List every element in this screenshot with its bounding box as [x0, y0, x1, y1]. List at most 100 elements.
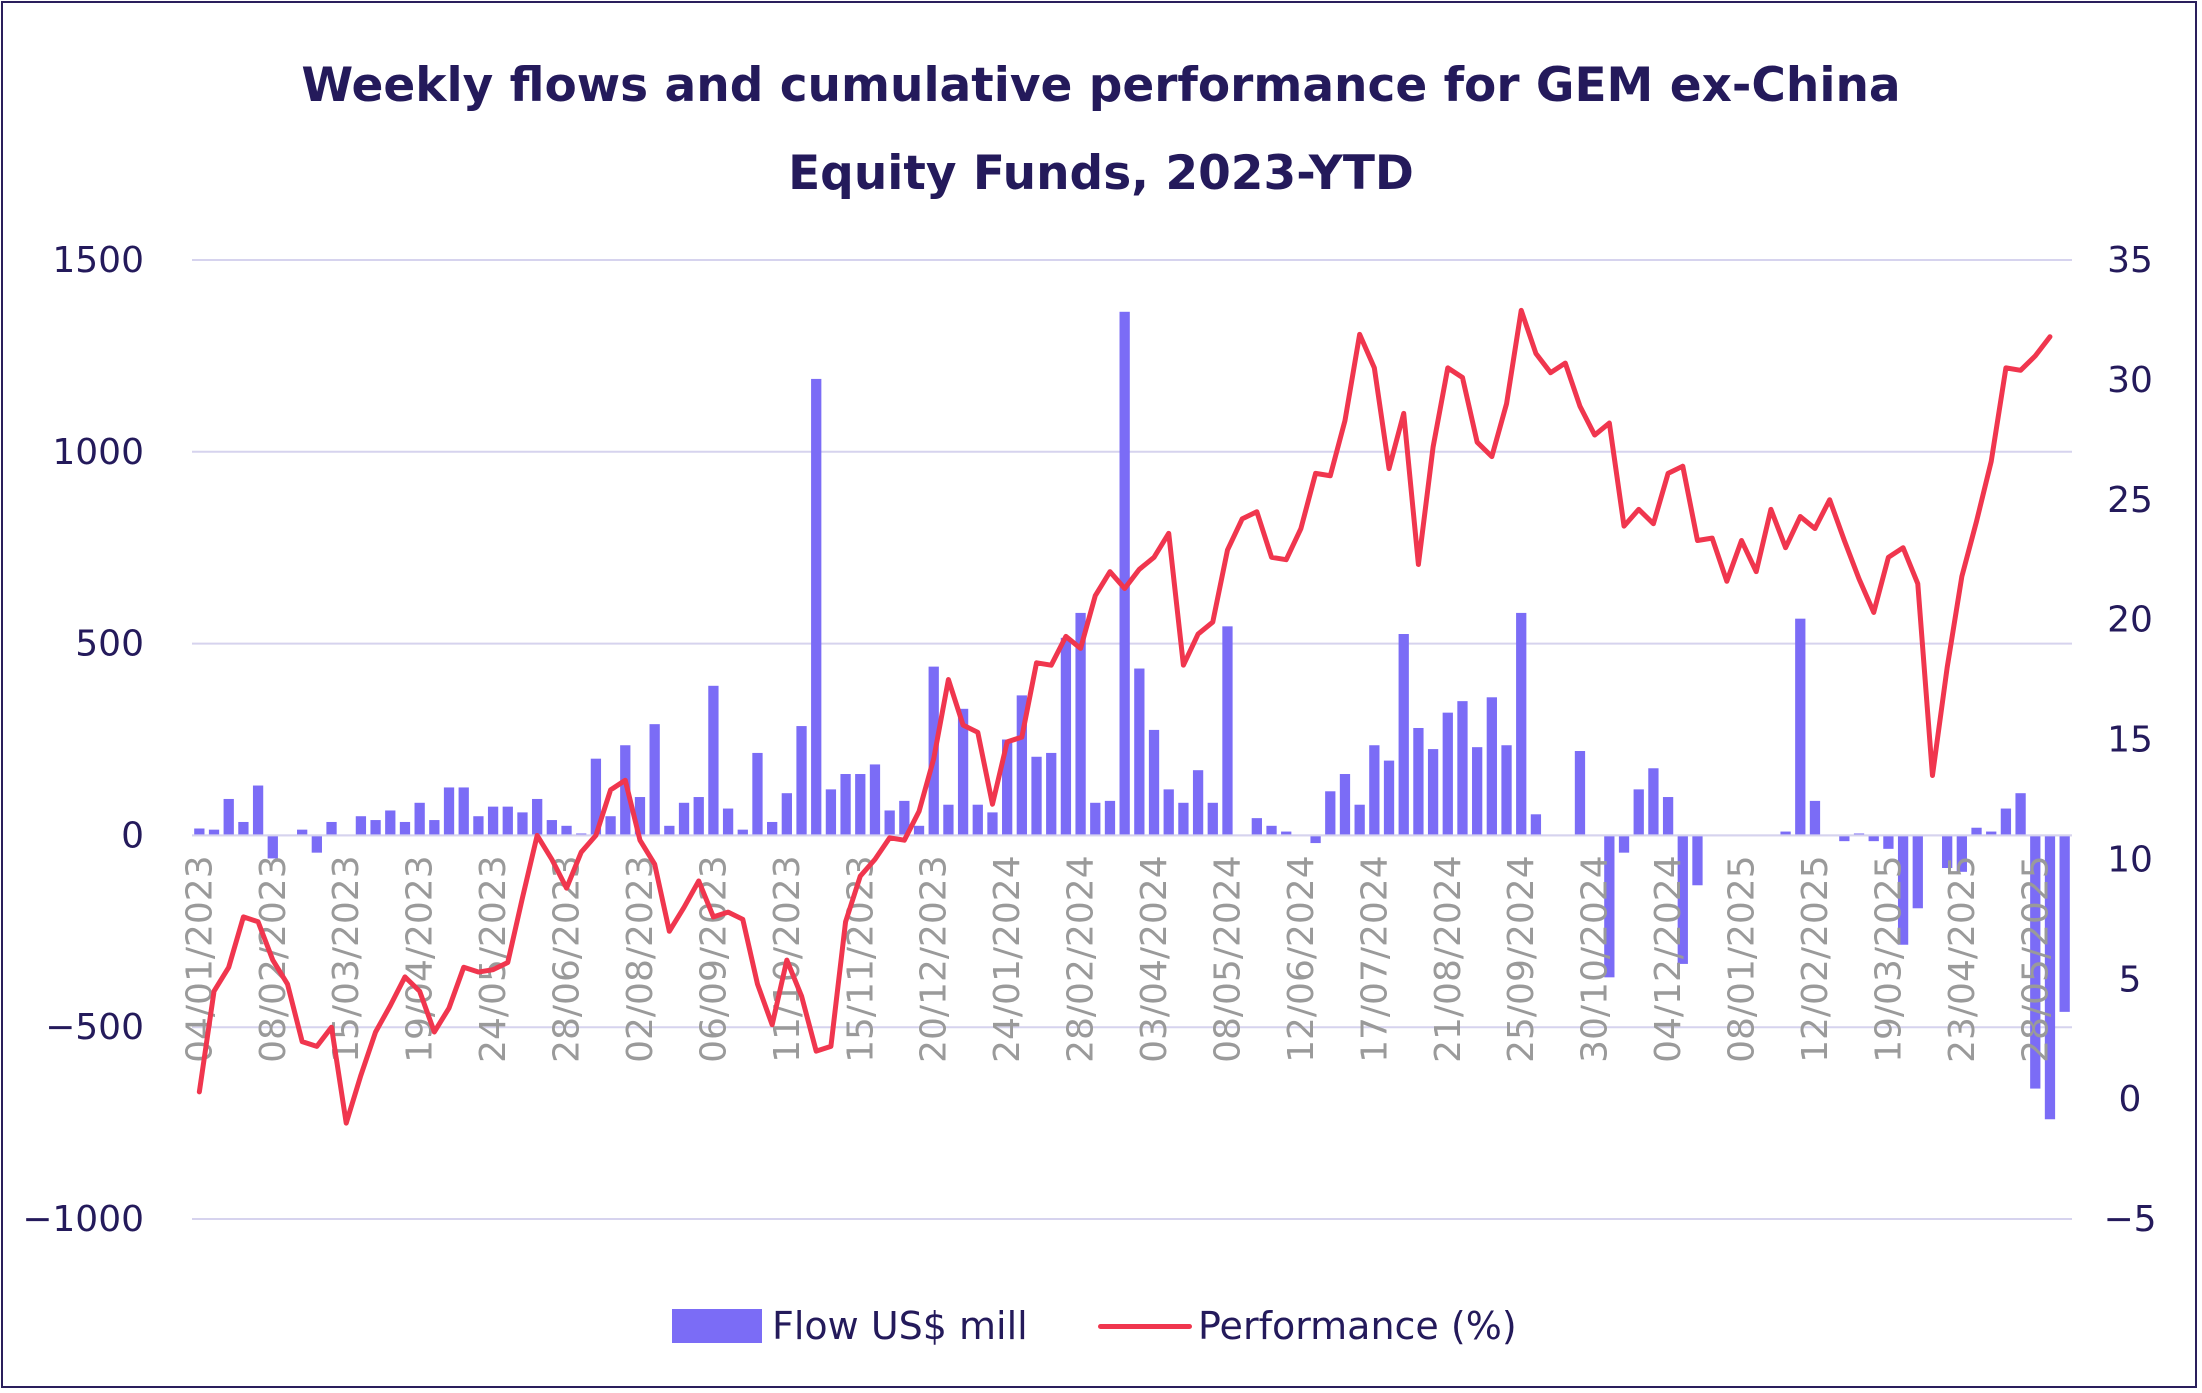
flow-bar	[1002, 739, 1013, 836]
flow-bar	[1339, 774, 1351, 836]
flow-bar	[1427, 749, 1439, 836]
left-tick-label: 500	[75, 624, 144, 665]
x-tick-label: 23/04/2025	[1942, 855, 1983, 1063]
flow-bar	[1281, 831, 1292, 836]
legend-label-performance: Performance (%)	[1198, 1304, 1517, 1348]
flow-bar	[1119, 311, 1130, 836]
flow-bar	[1956, 835, 1967, 872]
right-tick-label: −5	[2103, 1199, 2156, 1240]
chart-title-line-1: Weekly flows and cumulative performance …	[301, 58, 1901, 113]
x-tick-label: 21/08/2024	[1428, 855, 1469, 1063]
flow-bar	[1868, 835, 1879, 842]
flow-bar	[1883, 835, 1894, 849]
right-axis-ticks: 35 30 25 20 15 10 5 0 −5	[2103, 240, 2156, 1240]
flow-bar	[943, 804, 954, 836]
flow-bar	[1971, 827, 1982, 836]
flow-bar	[1016, 695, 1027, 836]
flow-bar	[825, 789, 837, 836]
flow-bar	[708, 685, 719, 836]
legend-label-flow: Flow US$ mill	[772, 1304, 1028, 1348]
flow-bar	[487, 806, 499, 836]
flow-bar	[311, 835, 322, 853]
flow-bar	[605, 816, 616, 836]
flow-bar	[811, 378, 822, 836]
flow-bar	[649, 724, 660, 836]
flow-bar	[399, 821, 411, 836]
x-tick-label: 25/09/2024	[1501, 855, 1542, 1063]
flow-bar	[1912, 835, 1923, 909]
legend-item-flow: Flow US$ mill	[672, 1304, 1028, 1348]
x-tick-label: 28/02/2024	[1061, 855, 1102, 1063]
right-tick-label: 35	[2107, 240, 2153, 281]
flow-bar	[1266, 825, 1277, 836]
flow-bar	[972, 804, 983, 836]
flow-bar	[297, 829, 308, 836]
flow-bar	[1574, 751, 1586, 836]
x-tick-label: 17/07/2024	[1354, 855, 1395, 1063]
flow-bar	[1163, 789, 1174, 836]
flow-bar	[1251, 818, 1262, 836]
flow-bar	[781, 793, 792, 836]
flow-bar	[1178, 802, 1189, 836]
x-tick-label: 19/03/2025	[1868, 855, 1909, 1063]
chart-title: Weekly flows and cumulative performance …	[0, 42, 2202, 218]
flow-bar	[1031, 756, 1042, 836]
x-tick-label: 30/10/2024	[1575, 855, 1616, 1063]
flow-bar	[1310, 835, 1321, 844]
flow-bar	[1413, 727, 1424, 836]
left-tick-label: 0	[121, 815, 144, 856]
flow-bar	[2059, 835, 2070, 1012]
left-tick-label: 1000	[52, 432, 144, 473]
performance-series-line	[196, 307, 2053, 1126]
flow-bar	[326, 821, 337, 836]
right-tick-label: 5	[2119, 959, 2142, 1000]
flow-bar	[252, 785, 264, 836]
flow-bar	[1839, 835, 1850, 842]
flow-bar	[1986, 831, 1997, 836]
flow-bar	[1398, 634, 1409, 836]
flow-bar	[1795, 618, 1806, 836]
flow-bar	[473, 816, 484, 836]
right-tick-label: 20	[2107, 600, 2153, 641]
right-tick-label: 25	[2107, 480, 2153, 521]
flow-bar	[1516, 612, 1527, 836]
x-tick-label: 08/01/2025	[1722, 855, 1763, 1063]
flow-bar	[590, 758, 602, 836]
flow-bar	[223, 798, 234, 836]
flow-bar	[429, 820, 440, 836]
flow-bar	[2000, 808, 2012, 836]
flow-bar	[1780, 831, 1791, 836]
flow-bar	[502, 806, 513, 836]
right-tick-label: 10	[2107, 839, 2153, 880]
flow-bar	[664, 825, 675, 836]
left-tick-label: 1500	[52, 240, 144, 281]
flow-bar	[1472, 747, 1483, 836]
flow-bar	[1222, 626, 1233, 836]
flow-bar	[678, 802, 690, 836]
flow-bar	[752, 752, 763, 836]
flow-bar	[1692, 835, 1703, 886]
x-tick-label: 24/01/2024	[987, 855, 1028, 1063]
right-tick-label: 0	[2119, 1079, 2142, 1120]
flow-bar	[1677, 835, 1688, 964]
flow-bar	[1486, 697, 1497, 836]
flow-bar	[987, 812, 998, 836]
flow-bar	[1530, 814, 1542, 836]
flow-bar	[1618, 835, 1630, 853]
flow-bar	[1604, 835, 1615, 978]
flow-bar	[1369, 745, 1380, 836]
flow-bar	[855, 774, 866, 836]
legend-item-performance: Performance (%)	[1098, 1304, 1517, 1348]
flow-bar	[370, 820, 381, 836]
flow-bar	[884, 810, 895, 836]
flow-bar	[546, 820, 557, 836]
flow-bar	[840, 774, 851, 836]
flow-bar	[1207, 802, 1218, 836]
flow-bar	[1104, 800, 1116, 836]
flow-bar	[238, 821, 249, 836]
right-tick-label: 15	[2107, 720, 2153, 761]
flow-bar	[693, 797, 704, 836]
x-tick-label: 04/12/2024	[1648, 855, 1689, 1063]
